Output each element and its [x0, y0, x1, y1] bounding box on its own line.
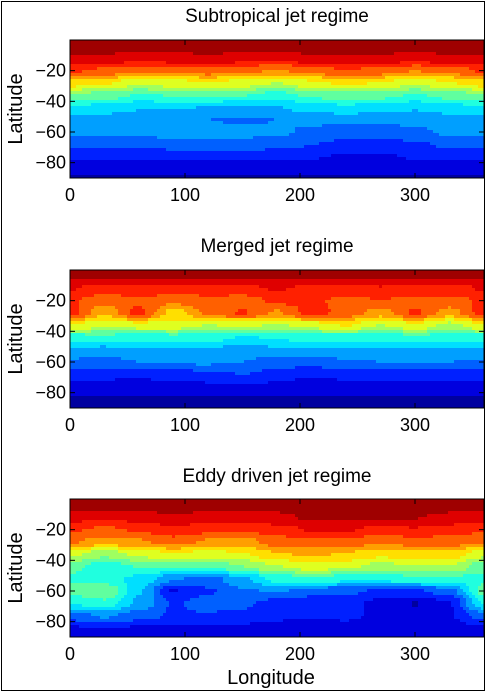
contour-field-2	[70, 270, 485, 409]
y-tick-label: −80	[35, 383, 66, 403]
x-axis-label: Longitude	[227, 667, 315, 689]
y-tick-label: −60	[35, 352, 66, 372]
panel-title-1: Subtropical jet regime	[185, 6, 369, 27]
x-tick-label: 0	[65, 185, 75, 205]
panel-title-2: Merged jet regime	[200, 236, 353, 257]
x-tick-label: 200	[285, 415, 315, 435]
y-axis-label-3: Latitude	[5, 532, 27, 603]
x-tick-label: 100	[170, 644, 200, 664]
panel-title-3: Eddy driven jet regime	[182, 466, 371, 487]
x-tick-label: 300	[400, 644, 430, 664]
axes-box-3	[69, 498, 485, 638]
x-tick-label: 100	[170, 415, 200, 435]
y-tick-label: −80	[35, 612, 66, 632]
x-tick-label: 300	[400, 415, 430, 435]
x-tick-label: 200	[285, 185, 315, 205]
y-tick-label: −60	[35, 581, 66, 601]
y-tick-label: −20	[35, 520, 66, 540]
y-tick-label: −20	[35, 61, 66, 81]
y-tick-label: −40	[35, 550, 66, 570]
y-tick-label: −80	[35, 153, 66, 173]
y-tick-label: −20	[35, 291, 66, 311]
x-tick-label: 300	[400, 185, 430, 205]
axes-box-1	[69, 39, 485, 179]
y-axis-label-1: Latitude	[5, 73, 27, 144]
x-tick-label: 100	[170, 185, 200, 205]
contour-field-3	[70, 499, 485, 638]
x-tick-label: 200	[285, 644, 315, 664]
y-axis-label-2: Latitude	[5, 303, 27, 374]
contour-field-1	[70, 40, 485, 179]
y-tick-label: −60	[35, 122, 66, 142]
x-tick-label: 0	[65, 415, 75, 435]
y-tick-label: −40	[35, 321, 66, 341]
axes-box-2	[69, 269, 485, 409]
x-tick-label: 0	[65, 644, 75, 664]
y-tick-label: −40	[35, 91, 66, 111]
